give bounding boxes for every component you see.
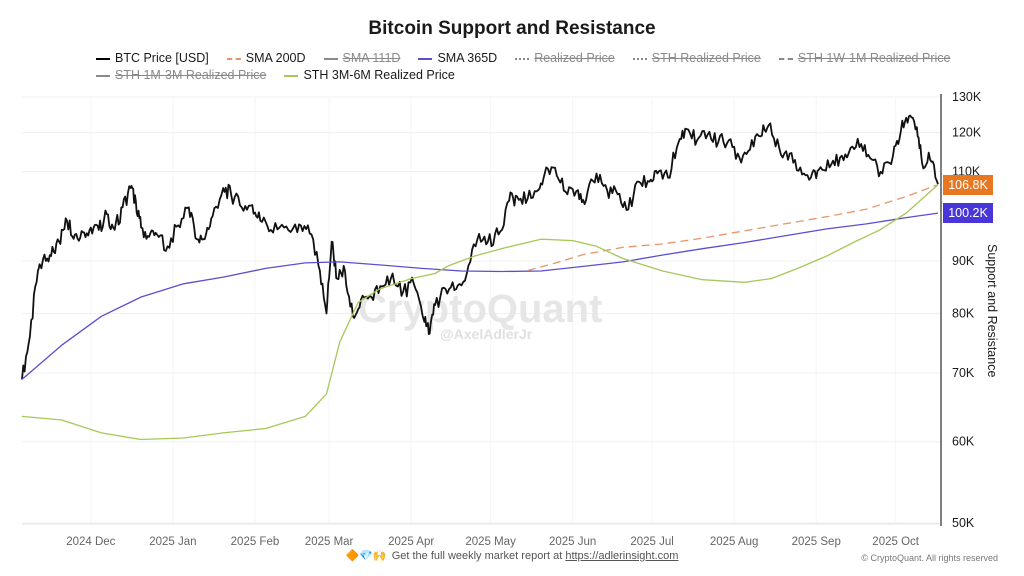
legend-label: STH Realized Price (651, 51, 761, 65)
legend-label: SMA 111D (342, 51, 401, 65)
y-tick-label: 80K (952, 306, 975, 320)
footer: 🔶💎🙌 Get the full weekly market report at… (0, 549, 1024, 562)
legend-label: STH 1M-3M Realized Price (115, 68, 267, 82)
legend-swatch-icon (226, 57, 241, 60)
legend-item-realized-price[interactable]: Realized Price (515, 50, 615, 67)
current-value-badge: 106.8K (943, 174, 993, 195)
x-tick-label: 2024 Dec (66, 536, 115, 548)
legend-item-sma-111d[interactable]: SMA 111D (323, 50, 401, 67)
watermark: CryptoQuant @AxelAdlerJr (358, 287, 602, 342)
legend-swatch-icon (515, 57, 530, 60)
x-tick-label: 2025 Jan (149, 536, 196, 548)
y-tick-label: 90K (952, 254, 975, 268)
footer-text: Get the full weekly market report at (391, 550, 566, 562)
emoji-icons: 🔶💎🙌 (345, 550, 387, 562)
legend-swatch-icon (96, 74, 110, 77)
legend-row-1: BTC Price [USD] SMA 200D SMA 111D SMA 365D R… (96, 50, 956, 67)
series-sma-200d[interactable] (527, 183, 939, 272)
x-tick-label: 2025 Apr (388, 536, 434, 548)
watermark-sub: @AxelAdlerJr (440, 326, 533, 342)
x-tick-label: 2025 Mar (305, 536, 354, 548)
legend-item-sth-1w-1m-realized-price[interactable]: STH 1W-1M Realized Price (778, 50, 951, 67)
gridlines (22, 96, 940, 525)
watermark-main: CryptoQuant (358, 287, 602, 331)
chart-title: Bitcoin Support and Resistance (368, 18, 656, 39)
y-tick-label: 130K (952, 90, 982, 104)
x-tick-label: 2025 Sep (792, 536, 841, 548)
legend-item-sth-1m-3m-realized-price[interactable]: STH 1M-3M Realized Price (96, 67, 266, 84)
legend: BTC Price [USD] SMA 200D SMA 111D SMA 365D R… (96, 50, 956, 84)
y-axis-label: Support and Resistance (985, 244, 999, 377)
x-axis-ticks: 2024 Dec 2025 Jan 2025 Feb 2025 Mar 2025 Apr… (66, 536, 920, 548)
legend-label: SMA 200D (245, 51, 306, 65)
x-tick-label: 2025 Oct (872, 536, 919, 548)
legend-label: STH 1W-1M Realized Price (797, 51, 951, 65)
x-tick-label: 2025 Aug (710, 536, 759, 548)
legend-label: Realized Price (534, 51, 615, 65)
legend-item-sma-200d[interactable]: SMA 200D (226, 50, 306, 67)
y-tick-label: 60K (952, 435, 975, 449)
x-tick-label: 2025 May (465, 536, 516, 548)
legend-swatch-icon (778, 57, 793, 60)
legend-item-sth-realized-price[interactable]: STH Realized Price (632, 50, 761, 67)
y-tick-label: 70K (952, 366, 975, 380)
series-btc-price-usd-[interactable] (21, 114, 939, 380)
series-sth-3m-6m-realized-price[interactable] (21, 184, 939, 441)
y-tick-label: 50K (952, 516, 975, 530)
legend-label: STH 3M-6M Realized Price (303, 68, 455, 82)
legend-swatch-icon (418, 57, 433, 60)
series-lines (21, 114, 939, 441)
legend-label: BTC Price [USD] (115, 51, 209, 65)
x-tick-label: 2025 Jun (549, 536, 596, 548)
legend-swatch-icon (96, 57, 110, 60)
current-value-badge: 100.2K (943, 203, 993, 224)
legend-swatch-icon (323, 57, 338, 60)
series-sma-365d[interactable] (21, 212, 939, 380)
y-tick-label: 120K (952, 126, 982, 140)
legend-swatch-icon (632, 57, 647, 60)
legend-swatch-icon (284, 74, 299, 77)
report-link[interactable]: https://adlerinsight.com (565, 550, 679, 562)
legend-row-2: STH 1M-3M Realized Price STH 3M-6M Realiz… (96, 67, 956, 84)
legend-item-btc-price-usd-[interactable]: BTC Price [USD] (96, 50, 209, 67)
x-tick-label: 2025 Feb (231, 536, 280, 548)
legend-item-sth-3m-6m-realized-price[interactable]: STH 3M-6M Realized Price (284, 67, 455, 84)
legend-item-sma-365d[interactable]: SMA 365D (418, 50, 497, 67)
x-tick-label: 2025 Jul (630, 536, 673, 548)
legend-label: SMA 365D (437, 51, 498, 65)
copyright: © CryptoQuant. All rights reserved (861, 553, 998, 563)
